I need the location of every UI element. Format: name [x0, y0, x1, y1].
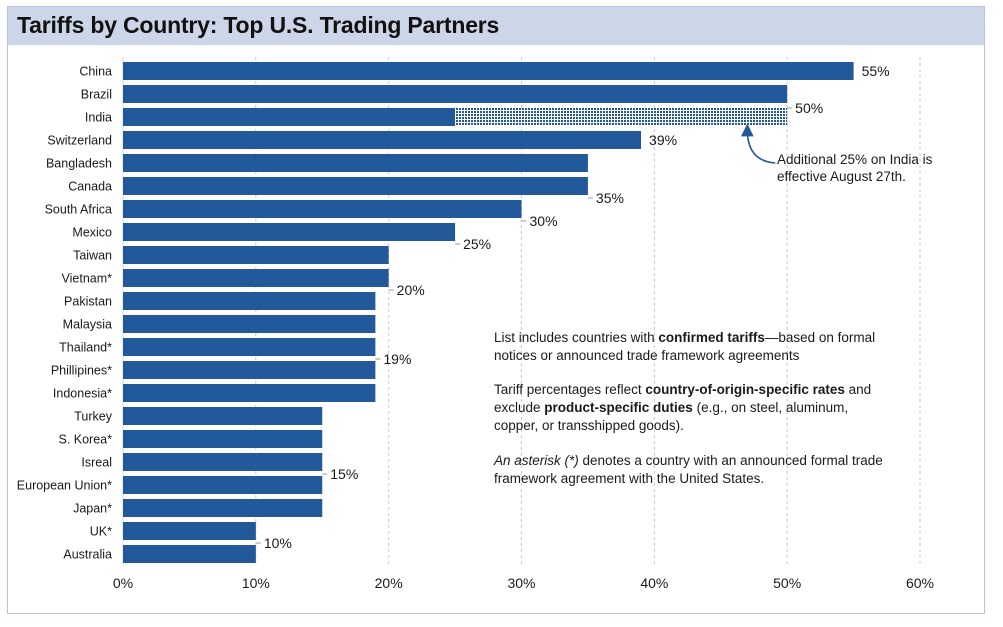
- note-text: List includes countries with: [494, 330, 659, 345]
- category-label: Pakistan: [64, 295, 112, 309]
- category-label: Japan*: [73, 502, 112, 516]
- x-tick-label: 10%: [242, 575, 270, 591]
- note-text: —based on formal notices or announced tr…: [494, 330, 876, 363]
- data-labels: 55% 50% 39% 35% 30% 25% 20% 19% 15% 10%: [255, 63, 890, 551]
- data-label: 25%: [463, 236, 491, 252]
- category-label: Canada: [68, 180, 112, 194]
- bar: [123, 453, 323, 471]
- annotation-text: Additional 25% on India is: [777, 152, 933, 167]
- bar: [123, 223, 456, 241]
- category-label: Indonesia*: [53, 387, 112, 401]
- note-text: (e.g., on steel, aluminum, copper, or tr…: [494, 400, 849, 433]
- bars: [123, 62, 854, 563]
- bar: [123, 108, 456, 126]
- x-tick-label: 0%: [113, 575, 133, 591]
- category-label: Phillipines*: [51, 364, 112, 378]
- note-bold-text: product-specific duties: [544, 400, 693, 415]
- category-label: China: [79, 65, 112, 79]
- annotation-text: effective August 27th.: [777, 169, 906, 184]
- india-annotation: Additional 25% on India is effective Augu…: [740, 123, 933, 184]
- bar: [123, 407, 323, 425]
- bar: [123, 62, 854, 80]
- bar: [123, 154, 588, 172]
- note-text: denotes a country with an announced form…: [494, 453, 883, 486]
- category-label: India: [85, 111, 112, 125]
- chart-title: Tariffs by Country: Top U.S. Trading Par…: [17, 12, 500, 38]
- category-label: Turkey: [74, 410, 112, 424]
- category-label: South Africa: [45, 203, 112, 217]
- bar: [123, 292, 376, 310]
- note-asterisk: An asterisk (*) denotes a country with a…: [494, 452, 894, 488]
- data-label: 55%: [862, 63, 890, 79]
- category-labels: China Brazil India Switzerland Bangladesh Can…: [17, 65, 113, 562]
- category-label: Malaysia: [63, 318, 112, 332]
- category-label: Thailand*: [59, 341, 112, 355]
- category-label: European Union*: [17, 479, 112, 493]
- data-label: 35%: [596, 190, 624, 206]
- x-tick-label: 40%: [640, 575, 668, 591]
- category-label: Brazil: [81, 88, 112, 102]
- note-text: Tariff percentages reflect: [494, 382, 646, 397]
- bar: [123, 545, 256, 563]
- data-label: 39%: [649, 132, 677, 148]
- note-bold-text: country-of-origin-specific rates: [645, 382, 845, 397]
- x-tick-label: 50%: [773, 575, 801, 591]
- category-label: S. Korea*: [58, 433, 112, 447]
- bar: [123, 499, 323, 517]
- x-tick-label: 20%: [375, 575, 403, 591]
- bar: [123, 177, 588, 195]
- note-italic-text: An asterisk (*): [494, 453, 579, 468]
- x-tick-label: 60%: [906, 575, 934, 591]
- bar: [123, 269, 389, 287]
- data-label: 20%: [397, 282, 425, 298]
- data-label: 30%: [530, 213, 558, 229]
- category-label: Taiwan: [73, 249, 112, 263]
- bar: [123, 476, 323, 494]
- category-label: Mexico: [72, 226, 112, 240]
- category-label: Switzerland: [47, 134, 112, 148]
- bar: [123, 430, 323, 448]
- bar: [123, 384, 376, 402]
- bar: [123, 131, 642, 149]
- bar: [123, 200, 522, 218]
- category-label: Vietnam*: [62, 272, 113, 286]
- data-label: 50%: [795, 100, 823, 116]
- category-label: Bangladesh: [46, 157, 112, 171]
- x-axis-ticks: 0% 10% 20% 30% 40% 50% 60%: [113, 575, 934, 591]
- bar: [123, 246, 389, 264]
- note-text: and exclude: [494, 382, 872, 415]
- bar: [123, 338, 376, 356]
- bar: [123, 361, 376, 379]
- title-bar: Tariffs by Country: Top U.S. Trading Par…: [8, 7, 984, 45]
- data-label: 15%: [330, 466, 358, 482]
- annotation-arrow: [740, 123, 776, 164]
- data-label: 19%: [383, 351, 411, 367]
- category-label: UK*: [90, 525, 112, 539]
- bar: [123, 315, 376, 333]
- x-tick-label: 30%: [507, 575, 535, 591]
- bar: [123, 522, 256, 540]
- note-tariff-percentages: Tariff percentages reflect country-of-or…: [494, 381, 894, 435]
- category-label: Isreal: [81, 456, 112, 470]
- category-label: Australia: [63, 548, 112, 562]
- bar: [123, 85, 788, 103]
- data-label: 10%: [264, 535, 292, 551]
- note-bold-text: confirmed tariffs: [658, 330, 765, 345]
- note-confirmed-tariffs: List includes countries with confirmed t…: [494, 329, 894, 365]
- bar-additional-tariff: [455, 108, 788, 126]
